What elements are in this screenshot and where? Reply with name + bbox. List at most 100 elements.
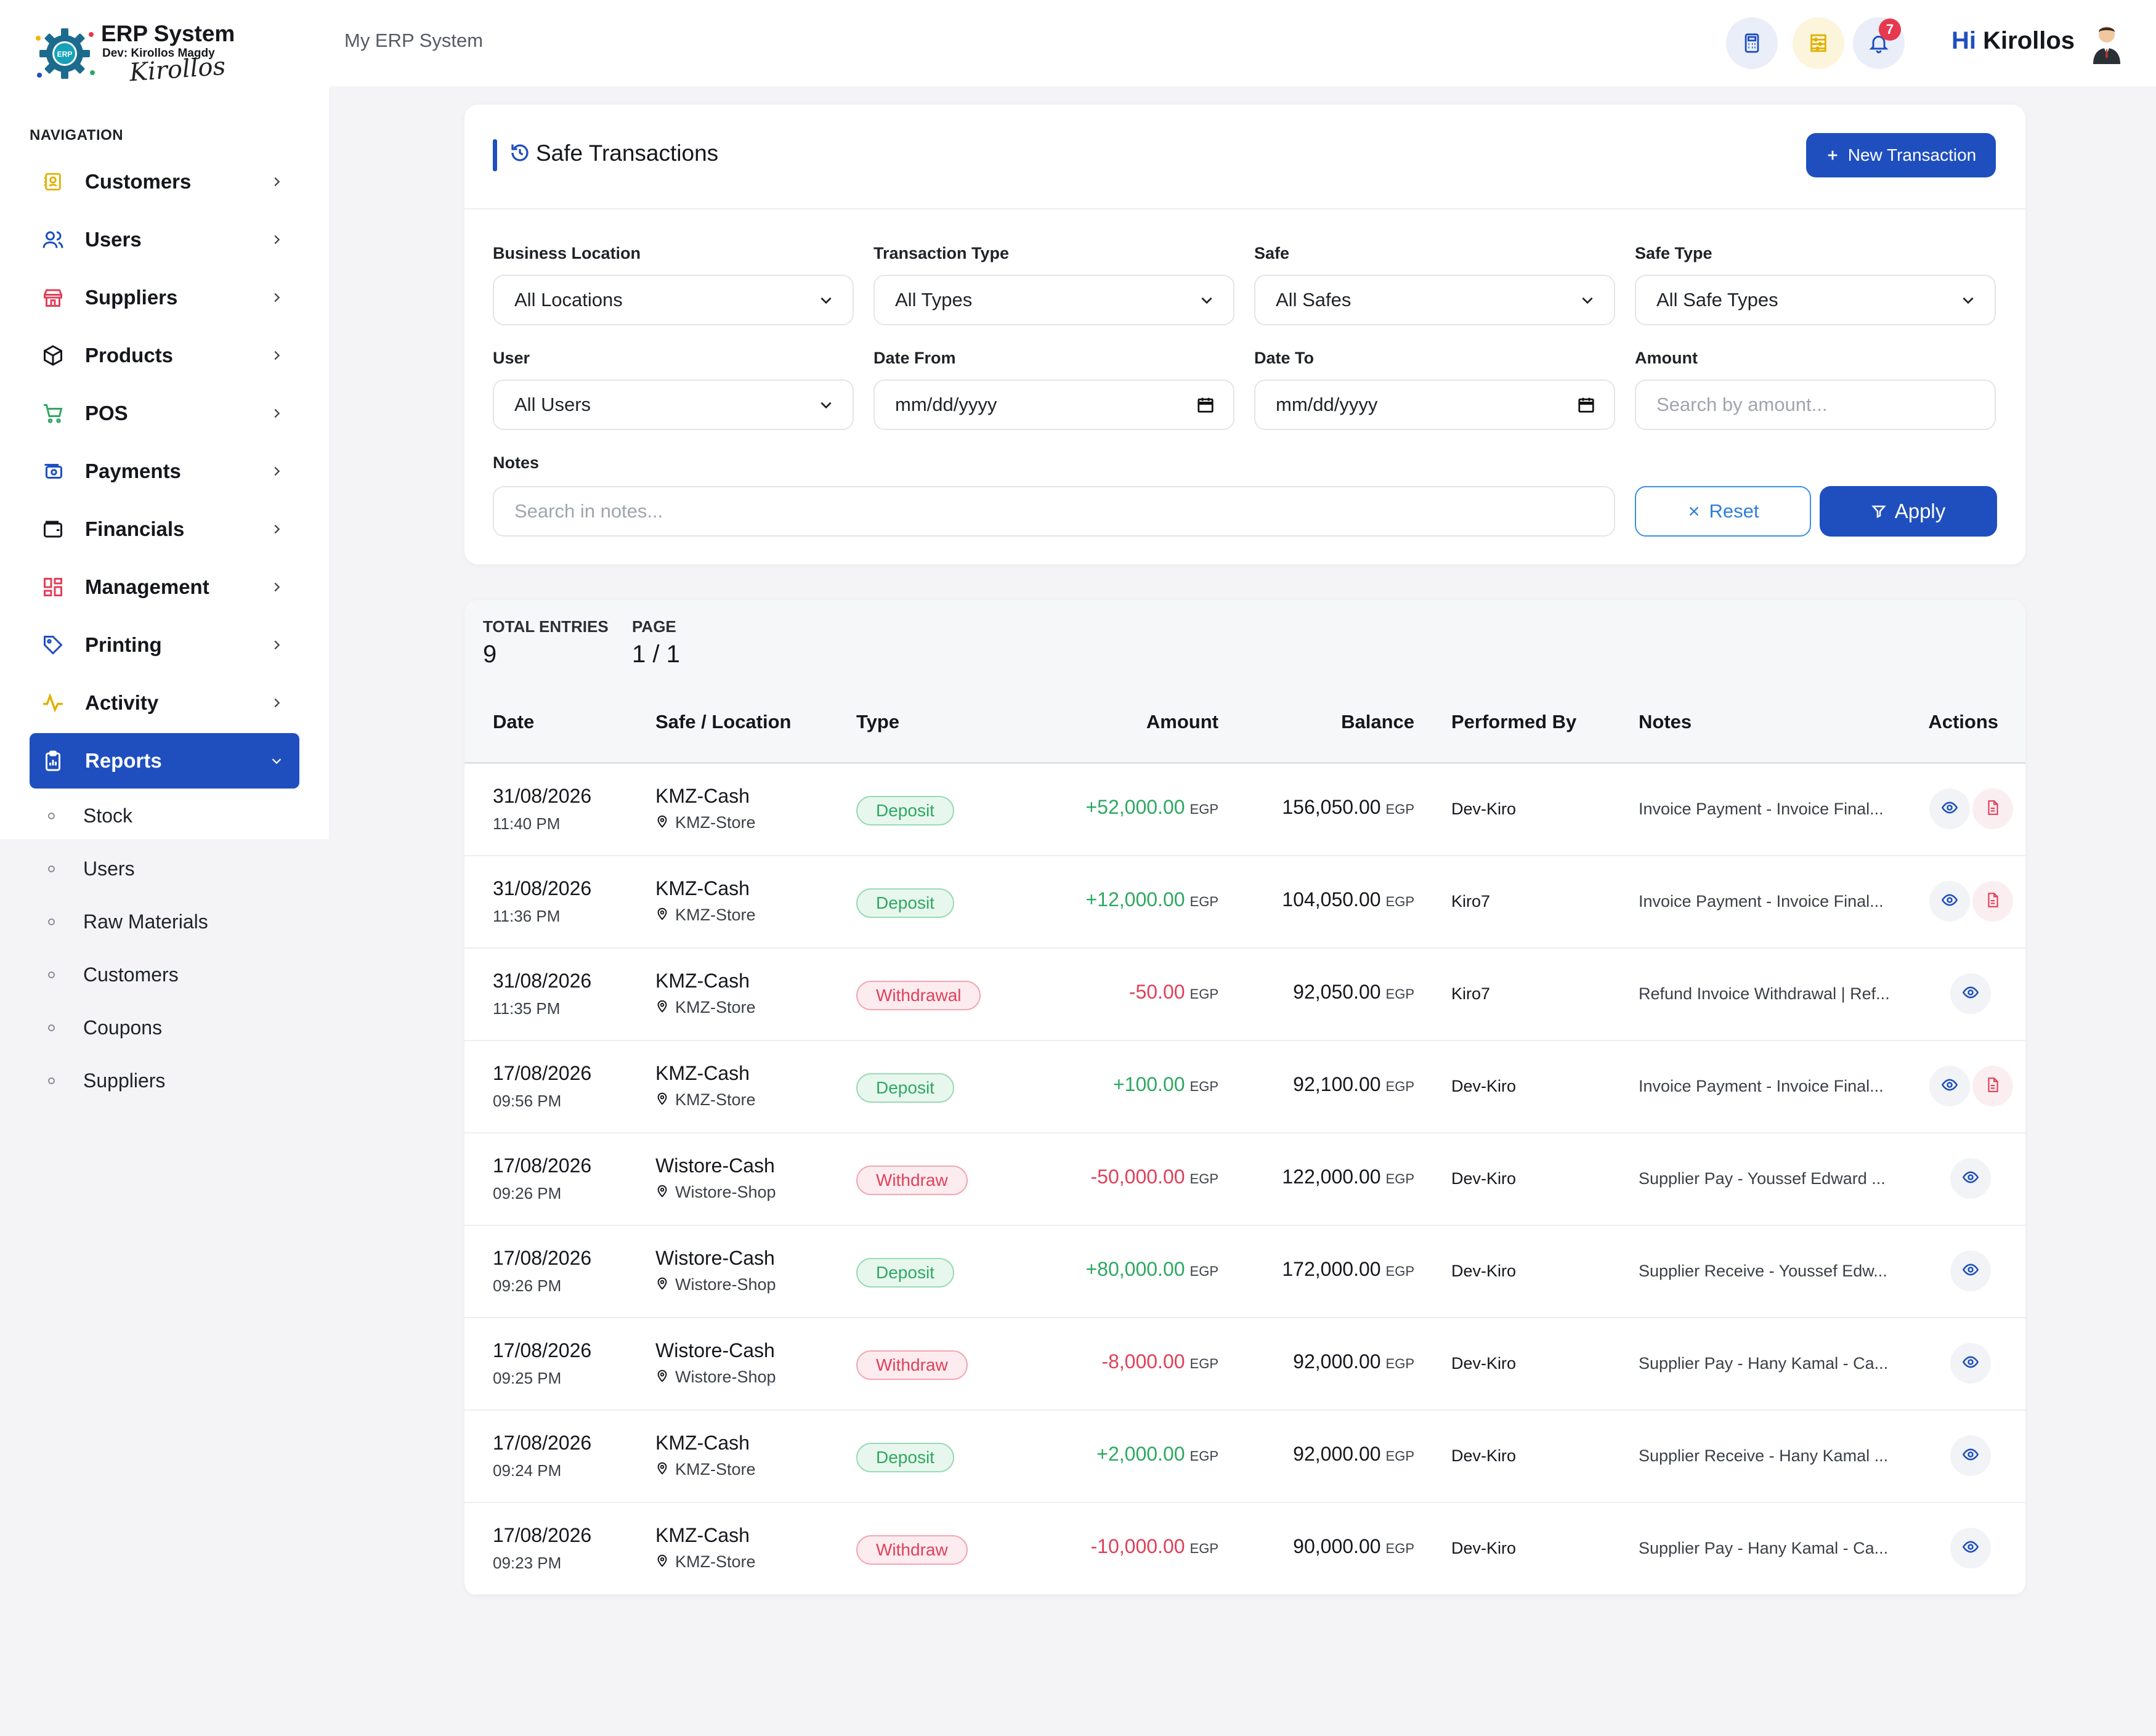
table-row[interactable]: 31/08/2026 11:36 PM KMZ-Cash KMZ-Store Depos…	[464, 856, 2025, 949]
view-button[interactable]	[1950, 1435, 1991, 1476]
sidebar-item-label: Suppliers	[85, 286, 178, 309]
table-row[interactable]: 17/08/2026 09:56 PM KMZ-Cash KMZ-Store Depos…	[464, 1041, 2025, 1134]
amount-input[interactable]: Search by amount...	[1635, 379, 1996, 430]
location-text: KMZ-Store	[675, 1460, 756, 1478]
eye-icon	[1941, 1076, 1958, 1097]
view-button[interactable]	[1950, 1251, 1991, 1291]
sub-item-stock[interactable]: Stock	[48, 797, 282, 834]
chevron-right-icon	[267, 636, 286, 654]
sidebar-item-management[interactable]: Management	[30, 559, 299, 615]
select-value: All Safe Types	[1656, 289, 1778, 310]
sidebar-item-financials[interactable]: Financials	[30, 501, 299, 557]
cell-safe: KMZ-Cash	[655, 1062, 750, 1084]
sidebar-item-payments[interactable]: Payments	[30, 444, 299, 499]
table-row[interactable]: 17/08/2026 09:25 PM Wistore-Cash Wistore-Sh…	[464, 1318, 2025, 1411]
user-select[interactable]: All Users	[493, 379, 854, 430]
cell-notes: Invoice Payment - Invoice Final...	[1639, 800, 1884, 818]
breadcrumb[interactable]: My ERP System	[344, 30, 484, 51]
view-button[interactable]	[1929, 1066, 1970, 1106]
business-location-label: Business Location	[493, 244, 641, 262]
cell-date: 17/08/2026	[493, 1154, 592, 1177]
select-value: All Locations	[514, 289, 623, 310]
safe-select[interactable]: All Safes	[1254, 275, 1615, 325]
table-row[interactable]: 17/08/2026 09:26 PM Wistore-Cash Wistore-Sh…	[464, 1134, 2025, 1226]
sidebar-item-suppliers[interactable]: Suppliers	[30, 270, 299, 325]
sub-item-coupons[interactable]: Coupons	[48, 1009, 282, 1046]
table-row[interactable]: 31/08/2026 11:35 PM KMZ-Cash KMZ-Store Withd…	[464, 949, 2025, 1041]
table-row[interactable]: 17/08/2026 09:23 PM KMZ-Cash KMZ-Store Withd…	[464, 1503, 2025, 1596]
filter-icon	[1871, 505, 1886, 519]
date-from-label: Date From	[873, 349, 956, 367]
safe-type-select[interactable]: All Safe Types	[1635, 275, 1996, 325]
currency-label: EGP	[1385, 1356, 1414, 1371]
pdf-button[interactable]	[1972, 1066, 2013, 1106]
customers-icon	[39, 168, 67, 195]
date-to-input[interactable]: mm/dd/yyyy	[1254, 379, 1615, 430]
cell-performed-by: Dev-Kiro	[1451, 1539, 1517, 1557]
calendar-icon[interactable]	[1196, 395, 1215, 414]
cell-notes: Supplier Receive - Hany Kamal ...	[1639, 1446, 1889, 1465]
select-value: All Safes	[1276, 289, 1352, 310]
sidebar-item-customers[interactable]: Customers	[30, 154, 299, 209]
cell-notes: Supplier Receive - Youssef Edw...	[1639, 1262, 1887, 1280]
sub-item-users[interactable]: Users	[48, 850, 282, 887]
table-row[interactable]: 31/08/2026 11:40 PM KMZ-Cash KMZ-Store Depos…	[464, 764, 2025, 856]
chevron-down-icon	[821, 402, 832, 409]
type-badge: Withdrawal	[856, 981, 981, 1010]
table-row[interactable]: 17/08/2026 09:24 PM KMZ-Cash KMZ-Store Depos…	[464, 1411, 2025, 1503]
sidebar-item-activity[interactable]: Activity	[30, 675, 299, 731]
plus-icon	[1828, 150, 1838, 160]
table-row[interactable]: 17/08/2026 09:26 PM Wistore-Cash Wistore-Sh…	[464, 1226, 2025, 1318]
notes-label: Notes	[493, 453, 540, 472]
avatar[interactable]	[2089, 21, 2124, 64]
date-from-input[interactable]: mm/dd/yyyy	[873, 379, 1234, 430]
calendar-icon[interactable]	[1577, 395, 1595, 414]
view-button[interactable]	[1950, 1343, 1991, 1384]
balance-value: 104,050.00	[1282, 888, 1381, 911]
select-value: All Types	[895, 289, 973, 310]
view-button[interactable]	[1929, 881, 1970, 922]
notes-input[interactable]: Search in notes...	[493, 486, 1615, 537]
sub-item-suppliers[interactable]: Suppliers	[48, 1062, 282, 1099]
new-transaction-button[interactable]: New Transaction	[1806, 133, 1996, 177]
sidebar-item-pos[interactable]: POS	[30, 386, 299, 441]
view-button[interactable]	[1929, 789, 1970, 829]
view-button[interactable]	[1950, 973, 1991, 1014]
map-pin-icon	[655, 813, 669, 832]
column-performed-by[interactable]: Performed By	[1451, 711, 1577, 732]
cash-register-button[interactable]	[1793, 17, 1844, 69]
activity-icon	[39, 689, 67, 716]
amount-value: -8,000.00	[1101, 1350, 1185, 1373]
sidebar-item-printing[interactable]: Printing	[30, 617, 299, 673]
chevron-right-icon	[267, 520, 286, 538]
sidebar-item-users[interactable]: Users	[30, 212, 299, 267]
sub-item-raw-materials[interactable]: Raw Materials	[48, 903, 282, 940]
app-logo[interactable]: ERP ERP System Dev: Kirollos Magdy Kirol…	[31, 17, 302, 90]
business-location-select[interactable]: All Locations	[493, 275, 854, 325]
column-date[interactable]: Date	[493, 711, 535, 732]
pdf-button[interactable]	[1972, 881, 2013, 922]
eye-icon	[1962, 1261, 1979, 1281]
sidebar-item-reports[interactable]: Reports	[30, 733, 299, 789]
store-icon	[39, 284, 67, 311]
sub-item-customers[interactable]: Customers	[48, 956, 282, 993]
notifications-button[interactable]: 7	[1853, 17, 1905, 69]
view-button[interactable]	[1950, 1158, 1991, 1199]
sidebar-item-products[interactable]: Products	[30, 328, 299, 383]
column-amount[interactable]: Amount	[1146, 711, 1218, 732]
column-notes[interactable]: Notes	[1639, 711, 1692, 732]
calculator-button[interactable]	[1726, 17, 1778, 69]
sidebar-item-label: Reports	[85, 749, 162, 772]
apply-button[interactable]: Apply	[1820, 486, 1997, 537]
transaction-type-select[interactable]: All Types	[873, 275, 1234, 325]
reset-button[interactable]: Reset	[1635, 486, 1811, 537]
view-button[interactable]	[1950, 1528, 1991, 1568]
pdf-button[interactable]	[1972, 789, 2013, 829]
map-pin-icon	[655, 1552, 669, 1572]
column-safe-location[interactable]: Safe / Location	[655, 711, 792, 732]
sidebar-item-label: Activity	[85, 691, 159, 714]
column-balance[interactable]: Balance	[1341, 711, 1414, 732]
column-type[interactable]: Type	[856, 711, 900, 732]
cell-performed-by: Kiro7	[1451, 892, 1491, 911]
currency-label: EGP	[1385, 894, 1414, 909]
